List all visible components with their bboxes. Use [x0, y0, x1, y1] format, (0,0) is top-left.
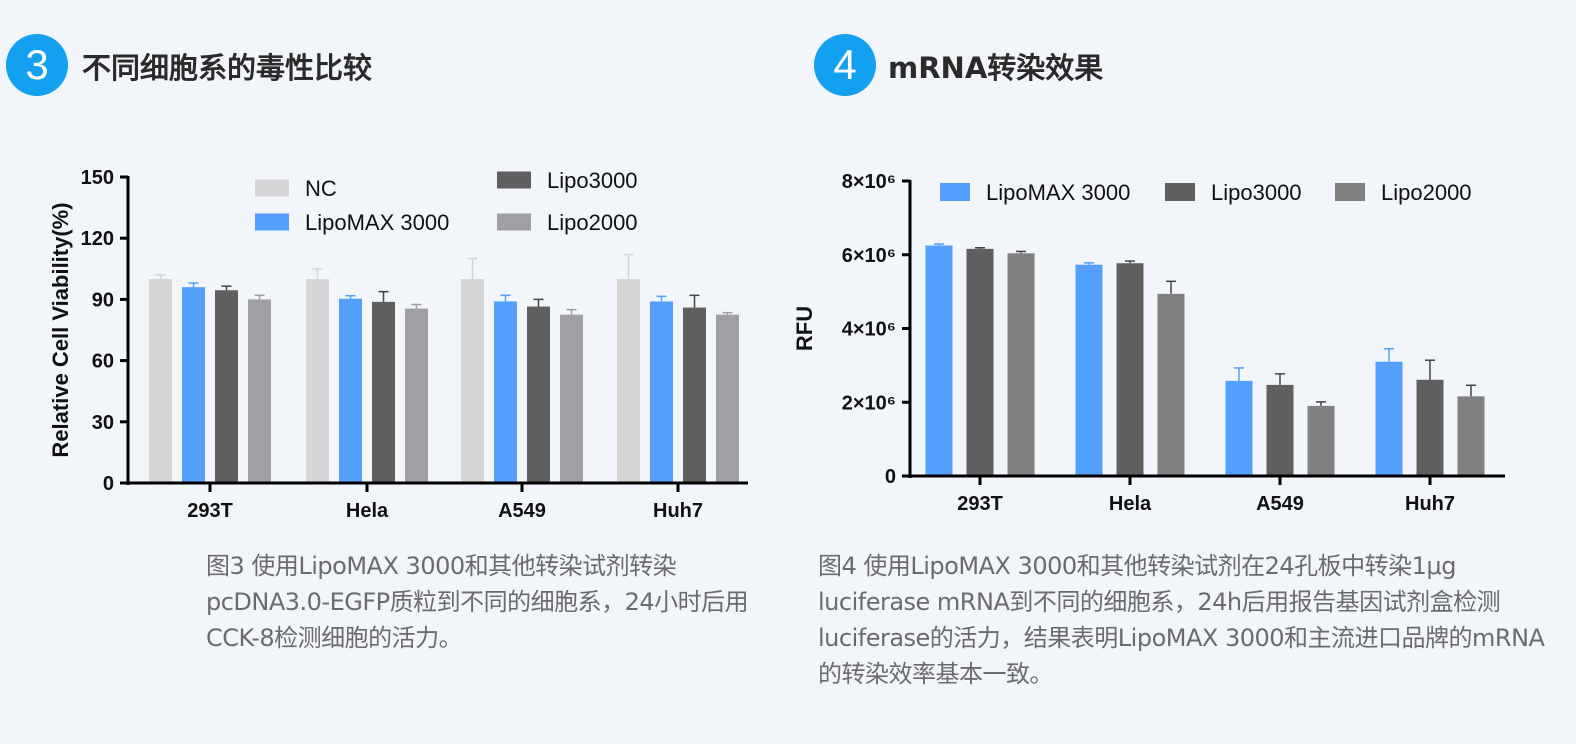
legend-label: Lipo2000: [1381, 180, 1472, 205]
bar-Hela-Lipo2000: [405, 308, 428, 483]
legend-label: Lipo3000: [547, 168, 638, 193]
bar-A549-Lipo2000: [560, 314, 583, 483]
legend-label: LipoMAX 3000: [986, 180, 1130, 205]
legend-label: LipoMAX 3000: [305, 210, 449, 235]
y-tick-label: 0: [103, 473, 114, 495]
bar-A549-Lipo3000: [1266, 384, 1294, 476]
bar-A549-LipoMAX3000: [1225, 380, 1253, 476]
bar-293T-Lipo2000: [248, 299, 271, 483]
bar-293T-LipoMAX3000: [925, 245, 953, 476]
legend-swatch: [1165, 183, 1195, 201]
legend-label: NC: [305, 176, 337, 201]
chart-1: 0 30 60 90 120 150 293T Hela A549 Huh7 Relative Ce…: [48, 167, 748, 522]
legend-swatch: [497, 171, 531, 189]
bar-Huh7-Lipo2000: [1457, 396, 1485, 476]
x-tick-label: 293T: [187, 500, 233, 522]
bar-A549-Lipo2000: [1307, 405, 1335, 476]
y-axis-label: Relative Cell Viability(%): [48, 202, 73, 457]
y-tick-label: 60: [92, 351, 114, 373]
bar-Huh7-LipoMAX3000: [1375, 361, 1403, 476]
x-tick-label: A549: [498, 500, 546, 522]
x-tick-label: Hela: [346, 500, 389, 522]
x-tick-label: 293T: [957, 493, 1003, 515]
y-tick-label: 2×10⁶: [842, 392, 896, 414]
bar-293T-Lipo3000: [966, 248, 994, 476]
bar-Hela-LipoMAX3000: [339, 298, 362, 483]
y-tick-label: 8×10⁶: [842, 171, 896, 193]
y-tick-label: 0: [885, 466, 896, 488]
legend-label: Lipo2000: [547, 210, 638, 235]
bar-Hela-Lipo2000: [1157, 293, 1185, 476]
bar-A549-NC: [461, 279, 484, 483]
chart-2: 0 2×10⁶ 4×10⁶ 6×10⁶ 8×10⁶ 293T Hela A549 Huh7 RFU…: [792, 171, 1505, 515]
bar-Huh7-Lipo2000: [716, 314, 739, 483]
bar-Hela-NC: [306, 279, 329, 483]
legend-swatch: [255, 179, 289, 197]
bar-A549-LipoMAX3000: [494, 301, 517, 483]
section-4-badge: 4: [814, 34, 876, 96]
x-tick-label: A549: [1256, 493, 1304, 515]
figure-3-caption: 图3 使用LipoMAX 3000和其他转染试剂转染pcDNA3.0-EGFP质…: [206, 552, 749, 652]
bar-Huh7-LipoMAX3000: [650, 301, 673, 483]
bar-293T-LipoMAX3000: [182, 287, 205, 483]
x-tick-label: Huh7: [653, 500, 703, 522]
y-tick-label: 90: [92, 289, 114, 311]
section-3-badge: 3: [6, 34, 68, 96]
bar-293T-NC: [149, 279, 172, 483]
legend-swatch: [940, 183, 970, 201]
section-3-title: 不同细胞系的毒性比较: [82, 51, 373, 85]
bar-Hela-Lipo3000: [372, 301, 395, 483]
figure-4-caption: 图4 使用LipoMAX 3000和其他转染试剂在24孔板中转染1μg luci…: [818, 552, 1545, 688]
y-tick-label: 30: [92, 412, 114, 434]
bar-293T-Lipo2000: [1007, 253, 1035, 476]
legend-swatch: [255, 213, 289, 231]
bar-Huh7-Lipo3000: [1416, 379, 1444, 476]
x-tick-label: Huh7: [1405, 493, 1455, 515]
bar-Huh7-NC: [617, 279, 640, 483]
bar-Hela-Lipo3000: [1116, 263, 1144, 476]
y-tick-label: 150: [81, 167, 114, 189]
bar-Huh7-Lipo3000: [683, 307, 706, 483]
legend-label: Lipo3000: [1211, 180, 1302, 205]
legend-swatch: [1335, 183, 1365, 201]
y-tick-label: 4×10⁶: [842, 319, 896, 341]
section-4-title: mRNA转染效果: [888, 51, 1104, 85]
bar-Hela-LipoMAX3000: [1075, 264, 1103, 476]
y-axis-label: RFU: [792, 306, 817, 351]
legend-swatch: [497, 213, 531, 231]
bar-A549-Lipo3000: [527, 306, 550, 483]
x-tick-label: Hela: [1109, 493, 1152, 515]
y-tick-label: 6×10⁶: [842, 245, 896, 267]
y-tick-label: 120: [81, 228, 114, 250]
bar-293T-Lipo3000: [215, 290, 238, 483]
